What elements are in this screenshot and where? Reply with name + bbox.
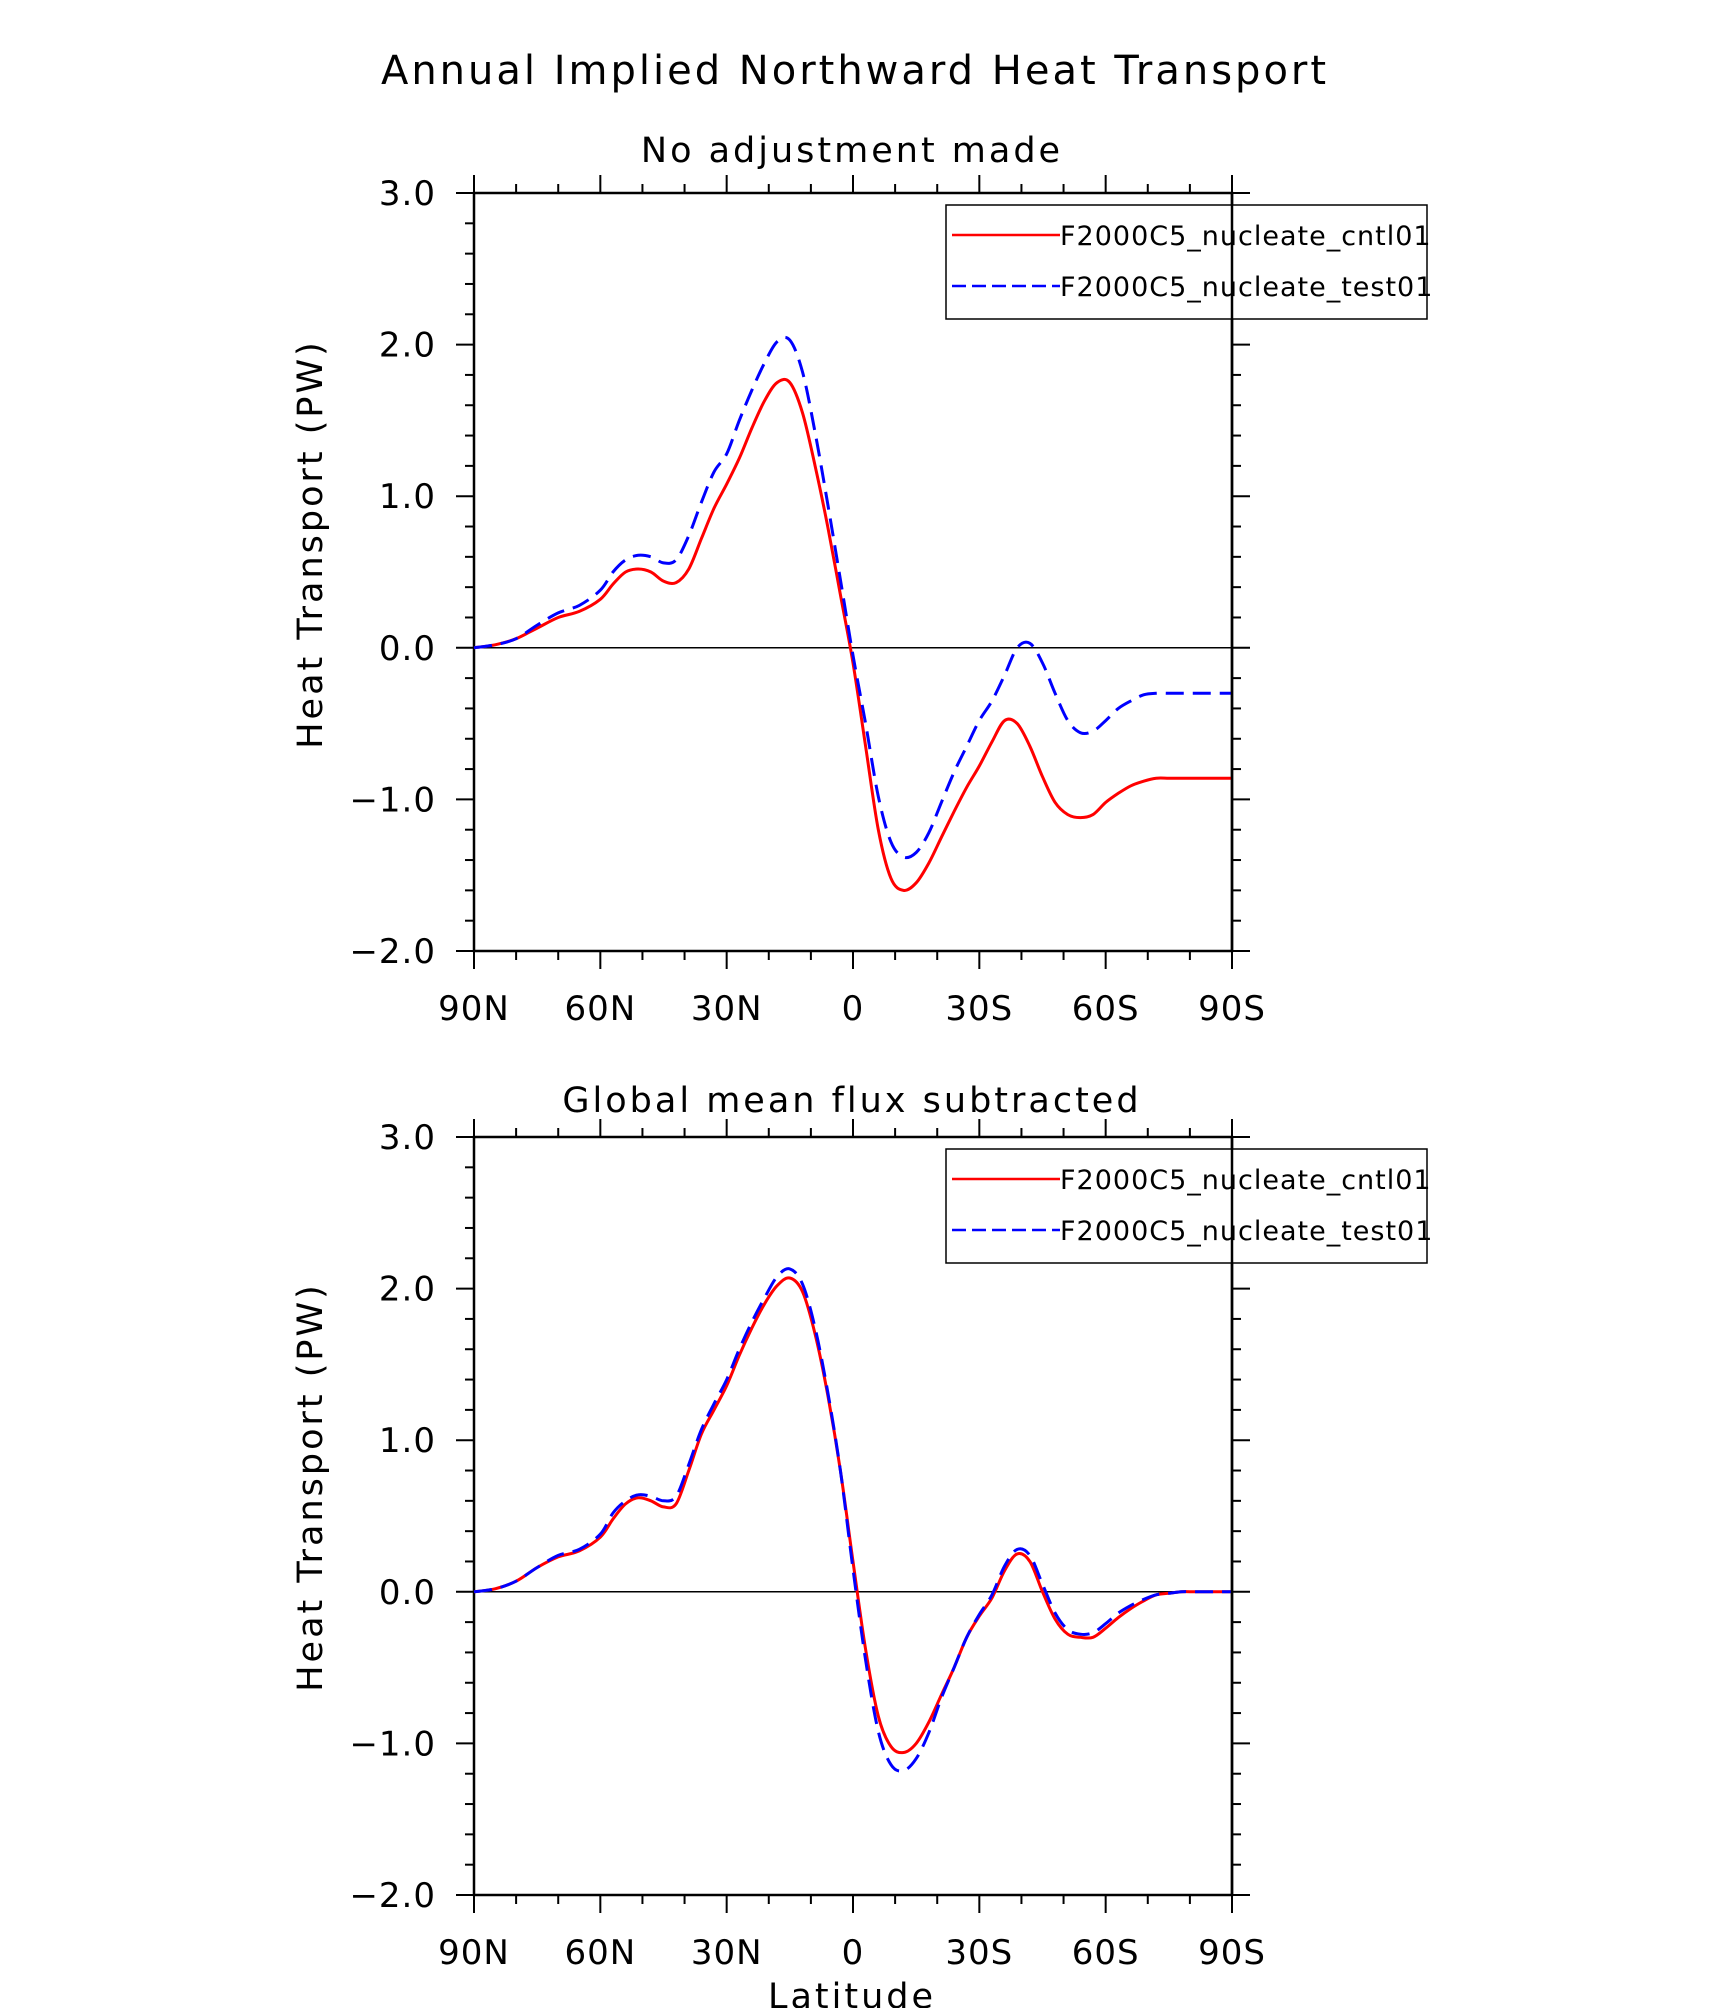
panel-global-mean-subtracted: Global mean flux subtracted Heat Transpo… — [291, 1081, 1433, 2008]
x-tick-label: 60N — [564, 989, 636, 1029]
y-tick-label: −1.0 — [349, 780, 436, 820]
x-tick-label: 90S — [1198, 1933, 1266, 1973]
x-tick-label: 90N — [438, 1933, 510, 1973]
x-tick-label: 60S — [1072, 1933, 1140, 1973]
y-tick-label: 1.0 — [379, 1421, 436, 1461]
figure-title: Annual Implied Northward Heat Transport — [381, 48, 1329, 94]
legend-label: F2000C5_nucleate_cntl01 — [1060, 221, 1432, 252]
panel-title: No adjustment made — [641, 131, 1063, 171]
series-line-test01 — [473, 1267, 1232, 1773]
legend: F2000C5_nucleate_cntl01 F2000C5_nucleate_… — [945, 204, 1433, 320]
series-line-test01 — [473, 335, 1232, 860]
x-tick-label: 30N — [691, 989, 763, 1029]
y-tick-label: 2.0 — [379, 326, 436, 366]
y-tick-label: −1.0 — [349, 1724, 436, 1764]
panel-no-adjustment: No adjustment made Heat Transport (PW) 9… — [291, 131, 1433, 1029]
legend-label: F2000C5_nucleate_cntl01 — [1060, 1165, 1432, 1196]
legend: F2000C5_nucleate_cntl01 F2000C5_nucleate_… — [945, 1148, 1433, 1264]
x-tick-label: 0 — [842, 1933, 865, 1973]
y-tick-label: −2.0 — [349, 932, 436, 972]
legend-box — [945, 1148, 1428, 1264]
y-axis-label: Heat Transport (PW) — [291, 339, 331, 749]
y-tick-label: 0.0 — [379, 1573, 436, 1613]
x-tick-label: 90N — [438, 989, 510, 1029]
y-tick-label: 0.0 — [379, 629, 436, 669]
x-axis-label: Latitude — [768, 1977, 936, 2008]
y-tick-label: 3.0 — [379, 1118, 436, 1158]
series-line-cntl01 — [473, 1276, 1232, 1755]
series-line-cntl01 — [473, 377, 1232, 892]
x-tick-label: 60N — [564, 1933, 636, 1973]
x-tick-label: 90S — [1198, 989, 1266, 1029]
y-axis-label: Heat Transport (PW) — [291, 1282, 331, 1692]
x-tick-label: 60S — [1072, 989, 1140, 1029]
x-tick-label: 30S — [945, 989, 1013, 1029]
x-tick-label: 30S — [945, 1933, 1013, 1973]
legend-box — [945, 204, 1428, 320]
y-tick-label: 1.0 — [379, 477, 436, 517]
x-tick-label: 0 — [842, 989, 865, 1029]
y-tick-label: 3.0 — [379, 174, 436, 214]
legend-label: F2000C5_nucleate_test01 — [1060, 1216, 1433, 1247]
y-tick-label: 2.0 — [379, 1270, 436, 1310]
panel-title: Global mean flux subtracted — [562, 1081, 1141, 1121]
x-tick-label: 30N — [691, 1933, 763, 1973]
y-tick-label: −2.0 — [349, 1876, 436, 1916]
legend-label: F2000C5_nucleate_test01 — [1060, 272, 1433, 303]
